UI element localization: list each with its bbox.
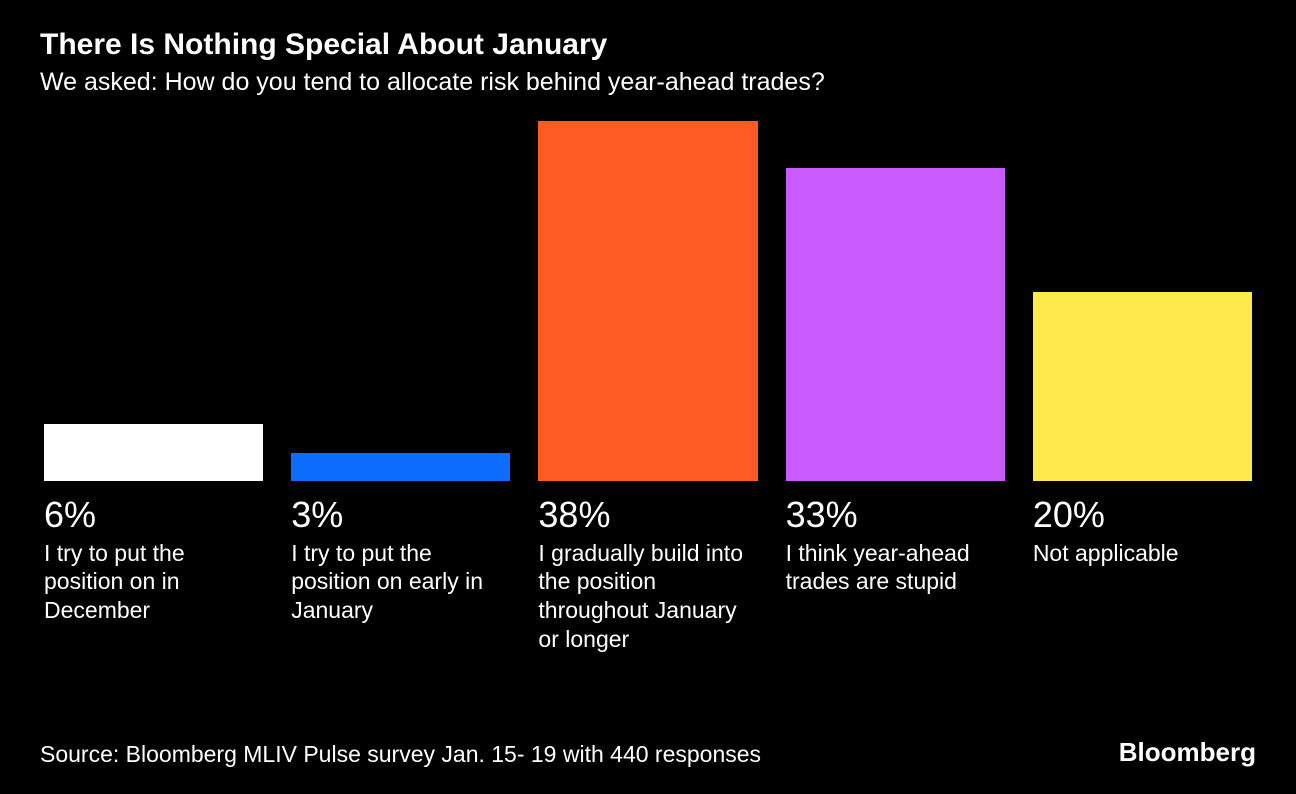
label-column: 20% Not applicable xyxy=(1033,495,1252,654)
bar-column xyxy=(538,121,757,481)
bar-description: I think year-ahead trades are stupid xyxy=(786,539,1005,597)
labels-row: 6% I try to put the position on in Decem… xyxy=(40,495,1256,654)
bar-value: 38% xyxy=(538,495,757,535)
bar-column xyxy=(291,121,510,481)
bar-value: 33% xyxy=(786,495,1005,535)
bar-column xyxy=(1033,121,1252,481)
chart-subtitle: We asked: How do you tend to allocate ri… xyxy=(40,68,1256,97)
bar-description: I try to put the position on early in Ja… xyxy=(291,539,510,625)
bar-description: Not applicable xyxy=(1033,539,1252,568)
bar xyxy=(1033,292,1252,481)
bar-description: I gradually build into the position thro… xyxy=(538,539,757,654)
bar xyxy=(786,168,1005,481)
label-column: 6% I try to put the position on in Decem… xyxy=(44,495,263,654)
bar xyxy=(538,121,757,481)
bar-description: I try to put the position on in December xyxy=(44,539,263,625)
bar-value: 20% xyxy=(1033,495,1252,535)
bar xyxy=(44,424,263,481)
bar xyxy=(291,453,510,481)
brand-logo: Bloomberg xyxy=(1119,737,1256,768)
chart-footer: Source: Bloomberg MLIV Pulse survey Jan.… xyxy=(40,737,1256,768)
bar-column xyxy=(44,121,263,481)
label-column: 3% I try to put the position on early in… xyxy=(291,495,510,654)
source-text: Source: Bloomberg MLIV Pulse survey Jan.… xyxy=(40,741,761,768)
bar-value: 6% xyxy=(44,495,263,535)
label-column: 33% I think year-ahead trades are stupid xyxy=(786,495,1005,654)
chart-title: There Is Nothing Special About January xyxy=(40,28,1256,62)
bar-column xyxy=(786,121,1005,481)
bar-chart xyxy=(40,121,1256,481)
label-column: 38% I gradually build into the position … xyxy=(538,495,757,654)
bar-value: 3% xyxy=(291,495,510,535)
